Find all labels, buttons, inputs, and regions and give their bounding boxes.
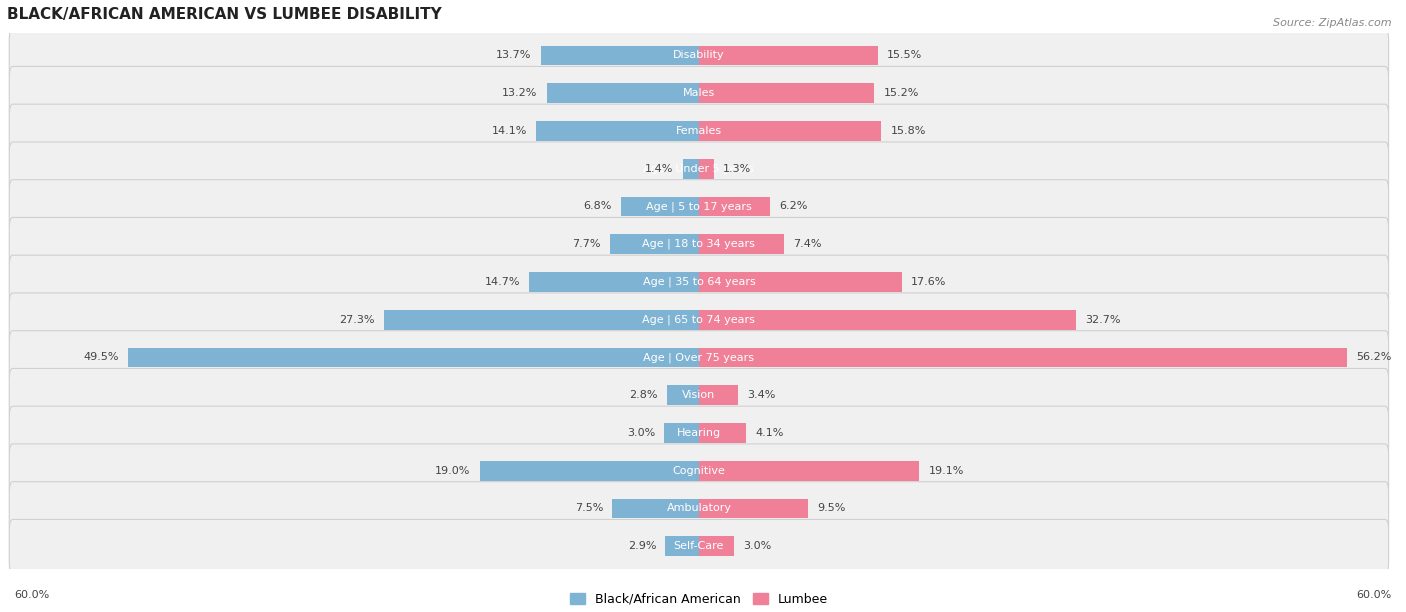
Text: 27.3%: 27.3% (339, 315, 375, 325)
Text: 4.1%: 4.1% (755, 428, 783, 438)
Bar (699, 499, 808, 518)
Text: 7.4%: 7.4% (793, 239, 823, 249)
FancyBboxPatch shape (10, 406, 1389, 460)
Text: 15.2%: 15.2% (883, 88, 920, 99)
Text: Self-Care: Self-Care (673, 541, 724, 551)
Bar (613, 499, 699, 518)
Text: Source: ZipAtlas.com: Source: ZipAtlas.com (1274, 18, 1392, 28)
Text: Age | Under 5 years: Age | Under 5 years (644, 163, 755, 174)
Bar (666, 386, 699, 405)
Bar (664, 423, 699, 443)
Text: 49.5%: 49.5% (83, 353, 120, 362)
Text: Age | 65 to 74 years: Age | 65 to 74 years (643, 315, 755, 325)
FancyBboxPatch shape (10, 142, 1389, 196)
Text: Age | 5 to 17 years: Age | 5 to 17 years (647, 201, 752, 212)
Text: Age | 18 to 34 years: Age | 18 to 34 years (643, 239, 755, 250)
Bar (699, 46, 877, 65)
FancyBboxPatch shape (10, 520, 1389, 573)
Text: BLACK/AFRICAN AMERICAN VS LUMBEE DISABILITY: BLACK/AFRICAN AMERICAN VS LUMBEE DISABIL… (7, 7, 441, 22)
Text: Vision: Vision (682, 390, 716, 400)
Text: 19.0%: 19.0% (436, 466, 471, 476)
FancyBboxPatch shape (10, 29, 1389, 82)
FancyBboxPatch shape (10, 67, 1389, 120)
Bar (128, 348, 699, 367)
Text: 13.2%: 13.2% (502, 88, 537, 99)
Text: 9.5%: 9.5% (818, 504, 846, 513)
Text: 3.0%: 3.0% (742, 541, 770, 551)
Bar (699, 159, 714, 179)
FancyBboxPatch shape (10, 104, 1389, 158)
Text: 19.1%: 19.1% (928, 466, 965, 476)
Bar (699, 386, 738, 405)
Bar (699, 348, 1347, 367)
Bar (541, 46, 699, 65)
Text: 60.0%: 60.0% (14, 590, 49, 600)
Text: 3.4%: 3.4% (748, 390, 776, 400)
Text: 60.0%: 60.0% (1357, 590, 1392, 600)
Text: 6.2%: 6.2% (780, 201, 808, 212)
Bar (479, 461, 699, 480)
Bar (699, 83, 875, 103)
Text: 1.3%: 1.3% (723, 164, 751, 174)
Text: 14.1%: 14.1% (492, 126, 527, 136)
Bar (699, 423, 747, 443)
Bar (699, 121, 882, 141)
Text: 2.8%: 2.8% (628, 390, 658, 400)
Text: Males: Males (683, 88, 716, 99)
FancyBboxPatch shape (10, 255, 1389, 309)
Text: 15.5%: 15.5% (887, 50, 922, 61)
Text: Hearing: Hearing (676, 428, 721, 438)
Bar (699, 310, 1076, 329)
Text: Age | 35 to 64 years: Age | 35 to 64 years (643, 277, 755, 287)
Text: 14.7%: 14.7% (485, 277, 520, 287)
FancyBboxPatch shape (10, 330, 1389, 384)
Text: 32.7%: 32.7% (1085, 315, 1121, 325)
Bar (699, 196, 770, 216)
Text: 7.5%: 7.5% (575, 504, 603, 513)
Text: 7.7%: 7.7% (572, 239, 600, 249)
Legend: Black/African American, Lumbee: Black/African American, Lumbee (565, 588, 834, 611)
Text: 17.6%: 17.6% (911, 277, 946, 287)
Bar (547, 83, 699, 103)
Text: 56.2%: 56.2% (1357, 353, 1392, 362)
Bar (384, 310, 699, 329)
Text: 3.0%: 3.0% (627, 428, 655, 438)
Bar (530, 272, 699, 292)
FancyBboxPatch shape (10, 217, 1389, 271)
Bar (699, 272, 901, 292)
Bar (699, 537, 734, 556)
Text: Females: Females (676, 126, 723, 136)
Text: 6.8%: 6.8% (583, 201, 612, 212)
Text: 1.4%: 1.4% (645, 164, 673, 174)
FancyBboxPatch shape (10, 180, 1389, 233)
Bar (699, 234, 785, 254)
Bar (620, 196, 699, 216)
Text: 2.9%: 2.9% (627, 541, 657, 551)
Text: Age | Over 75 years: Age | Over 75 years (644, 353, 755, 363)
Bar (683, 159, 699, 179)
Text: 13.7%: 13.7% (496, 50, 531, 61)
FancyBboxPatch shape (10, 482, 1389, 536)
Text: Cognitive: Cognitive (672, 466, 725, 476)
Text: 15.8%: 15.8% (890, 126, 925, 136)
Bar (699, 461, 920, 480)
Bar (536, 121, 699, 141)
Bar (665, 537, 699, 556)
Text: Disability: Disability (673, 50, 724, 61)
Text: Ambulatory: Ambulatory (666, 504, 731, 513)
FancyBboxPatch shape (10, 293, 1389, 346)
FancyBboxPatch shape (10, 444, 1389, 498)
FancyBboxPatch shape (10, 368, 1389, 422)
Bar (610, 234, 699, 254)
